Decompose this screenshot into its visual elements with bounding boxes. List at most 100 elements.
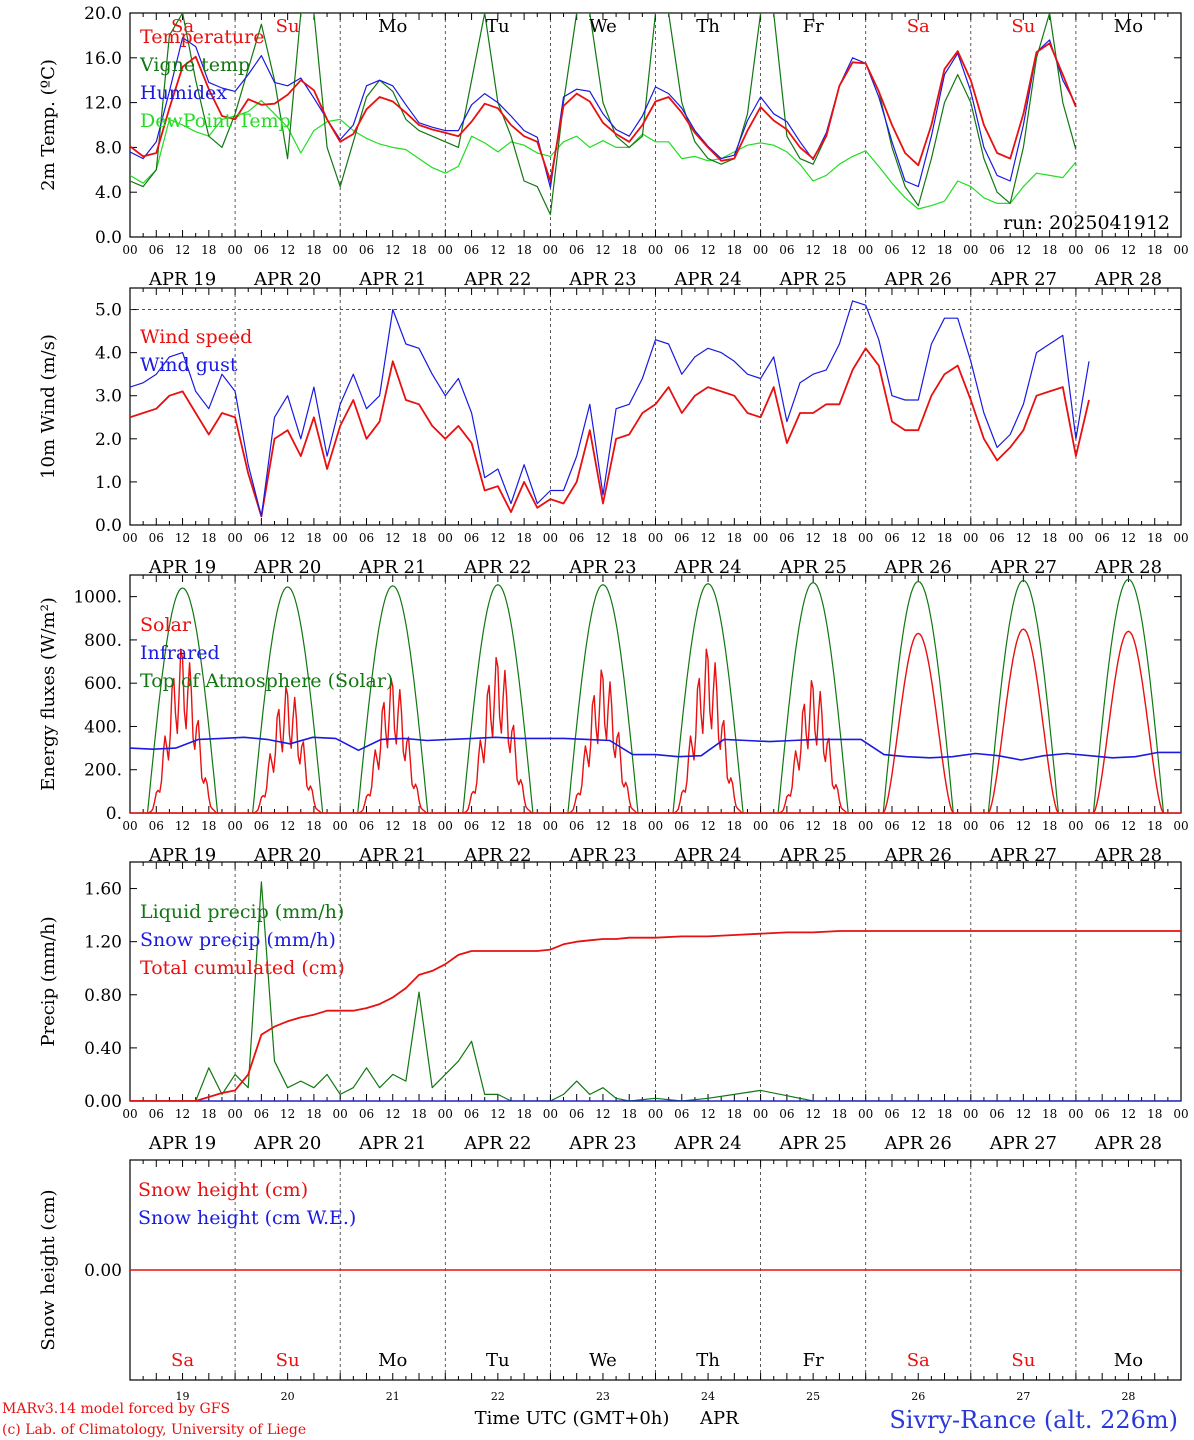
hour-tick-label: 18 bbox=[622, 819, 637, 833]
hour-tick-label: 00 bbox=[858, 819, 873, 833]
series-line bbox=[130, 930, 1181, 1101]
y-axis-label: Precip (mm/h) bbox=[38, 916, 59, 1046]
legend-entry: Wind gust bbox=[140, 354, 238, 376]
hour-tick-label: 12 bbox=[1121, 819, 1136, 833]
hour-tick-label: 12 bbox=[490, 1107, 505, 1121]
legend-entry: Infrared bbox=[140, 642, 220, 664]
legend-entry: Snow height (cm) bbox=[138, 1179, 308, 1201]
y-tick-label: 2.0 bbox=[95, 430, 122, 450]
date-label: APR 21 bbox=[358, 557, 426, 578]
hour-tick-label: 12 bbox=[806, 1107, 821, 1121]
hour-tick-label: 18 bbox=[1042, 531, 1057, 545]
hour-tick-label: 00 bbox=[227, 243, 242, 257]
hour-tick-label: 06 bbox=[464, 531, 479, 545]
series-line bbox=[130, 300, 1090, 517]
date-label: APR 25 bbox=[779, 269, 847, 290]
hour-tick-label: 00 bbox=[1068, 819, 1083, 833]
hour-tick-label: 00 bbox=[227, 819, 242, 833]
hour-tick-label: 06 bbox=[674, 819, 689, 833]
y-tick-label: 0.0 bbox=[95, 228, 122, 248]
weekday-label: Sa bbox=[907, 1350, 930, 1371]
hour-tick-label: 06 bbox=[149, 1107, 164, 1121]
date-label: APR 19 bbox=[148, 557, 216, 578]
legend-entry: Snow height (cm W.E.) bbox=[138, 1207, 356, 1229]
date-label: APR 21 bbox=[358, 269, 426, 290]
date-label: APR 22 bbox=[463, 269, 531, 290]
toa-solar-curve bbox=[882, 580, 954, 813]
solar-curve bbox=[987, 628, 1060, 813]
y-tick-label: 0. bbox=[106, 804, 122, 824]
series-group bbox=[130, 300, 1181, 518]
weekday-label: Tu bbox=[486, 16, 510, 37]
toa-solar-curve bbox=[462, 584, 534, 813]
series-line bbox=[130, 99, 1077, 210]
weekday-label: Su bbox=[1011, 16, 1035, 37]
y-tick-label: 16.0 bbox=[84, 49, 122, 69]
hour-tick-label: 00 bbox=[1068, 531, 1083, 545]
solar-curve bbox=[462, 656, 534, 813]
weekday-label: Su bbox=[1011, 1350, 1035, 1371]
station-title: Sivry-Rance (alt. 226m) bbox=[889, 1406, 1178, 1434]
hour-tick-label: 18 bbox=[1147, 819, 1162, 833]
hour-tick-label: 12 bbox=[595, 243, 610, 257]
date-label: APR 24 bbox=[673, 557, 741, 578]
hour-tick-label: 18 bbox=[832, 1107, 847, 1121]
day-number: 26 bbox=[911, 1390, 925, 1403]
date-label: APR 28 bbox=[1094, 1133, 1162, 1154]
hour-tick-label: 12 bbox=[1121, 243, 1136, 257]
hour-tick-label: 00 bbox=[753, 243, 768, 257]
date-label: APR 22 bbox=[463, 845, 531, 866]
hour-tick-label: 00 bbox=[858, 531, 873, 545]
y-tick-label: 400. bbox=[84, 717, 122, 737]
hour-tick-label: 12 bbox=[280, 531, 295, 545]
legend-entry: DewPoint Temp bbox=[140, 110, 291, 132]
solar-curve bbox=[567, 669, 639, 813]
hour-tick-label: 12 bbox=[175, 531, 190, 545]
day-number: 19 bbox=[176, 1390, 190, 1403]
hour-tick-label: 12 bbox=[806, 531, 821, 545]
hour-tick-label: 18 bbox=[201, 1107, 216, 1121]
hour-tick-label: 12 bbox=[700, 819, 715, 833]
solar-curve bbox=[147, 648, 218, 813]
hour-tick-label: 12 bbox=[595, 1107, 610, 1121]
hour-tick-label: 12 bbox=[806, 243, 821, 257]
day-number: 27 bbox=[1016, 1390, 1030, 1403]
hour-tick-label: 12 bbox=[595, 531, 610, 545]
hour-tick-label: 18 bbox=[727, 819, 742, 833]
toa-solar-curve bbox=[672, 583, 744, 813]
date-label: APR 25 bbox=[779, 557, 847, 578]
hour-tick-label: 06 bbox=[779, 1107, 794, 1121]
hour-tick-label: 18 bbox=[937, 531, 952, 545]
date-label: APR 22 bbox=[463, 1133, 531, 1154]
hour-tick-label: 18 bbox=[1147, 531, 1162, 545]
hour-tick-label: 06 bbox=[989, 243, 1004, 257]
hour-tick-label: 12 bbox=[911, 819, 926, 833]
y-tick-label: 200. bbox=[84, 761, 122, 781]
hour-tick-label: 12 bbox=[806, 819, 821, 833]
hour-tick-label: 12 bbox=[1016, 1107, 1031, 1121]
hour-tick-label: 12 bbox=[911, 1107, 926, 1121]
hour-tick-label: 00 bbox=[648, 1107, 663, 1121]
y-tick-label: 800. bbox=[84, 631, 122, 651]
x-axis-label: Time UTC (GMT+0h) bbox=[475, 1408, 670, 1429]
hour-tick-label: 06 bbox=[149, 243, 164, 257]
hour-tick-label: 18 bbox=[306, 1107, 321, 1121]
series-group bbox=[130, 881, 1181, 1101]
hour-tick-label: 00 bbox=[963, 243, 978, 257]
hour-tick-label: 06 bbox=[779, 531, 794, 545]
date-label: APR 20 bbox=[253, 1133, 321, 1154]
hour-tick-label: 06 bbox=[254, 531, 269, 545]
hour-tick-label: 00 bbox=[333, 1107, 348, 1121]
hour-tick-label: 18 bbox=[306, 819, 321, 833]
y-tick-label: 5.0 bbox=[95, 301, 122, 321]
hour-tick-label: 18 bbox=[937, 819, 952, 833]
legend-entry: Wind speed bbox=[140, 326, 252, 348]
day-number: 23 bbox=[596, 1390, 610, 1403]
legend-entry: Vigne temp bbox=[139, 54, 250, 76]
date-label: APR 24 bbox=[673, 1133, 741, 1154]
solar-curve bbox=[357, 677, 428, 813]
date-label: APR 24 bbox=[673, 845, 741, 866]
legend-entry: Total cumulated (cm) bbox=[140, 957, 345, 979]
y-tick-label: 0.40 bbox=[84, 1039, 122, 1059]
